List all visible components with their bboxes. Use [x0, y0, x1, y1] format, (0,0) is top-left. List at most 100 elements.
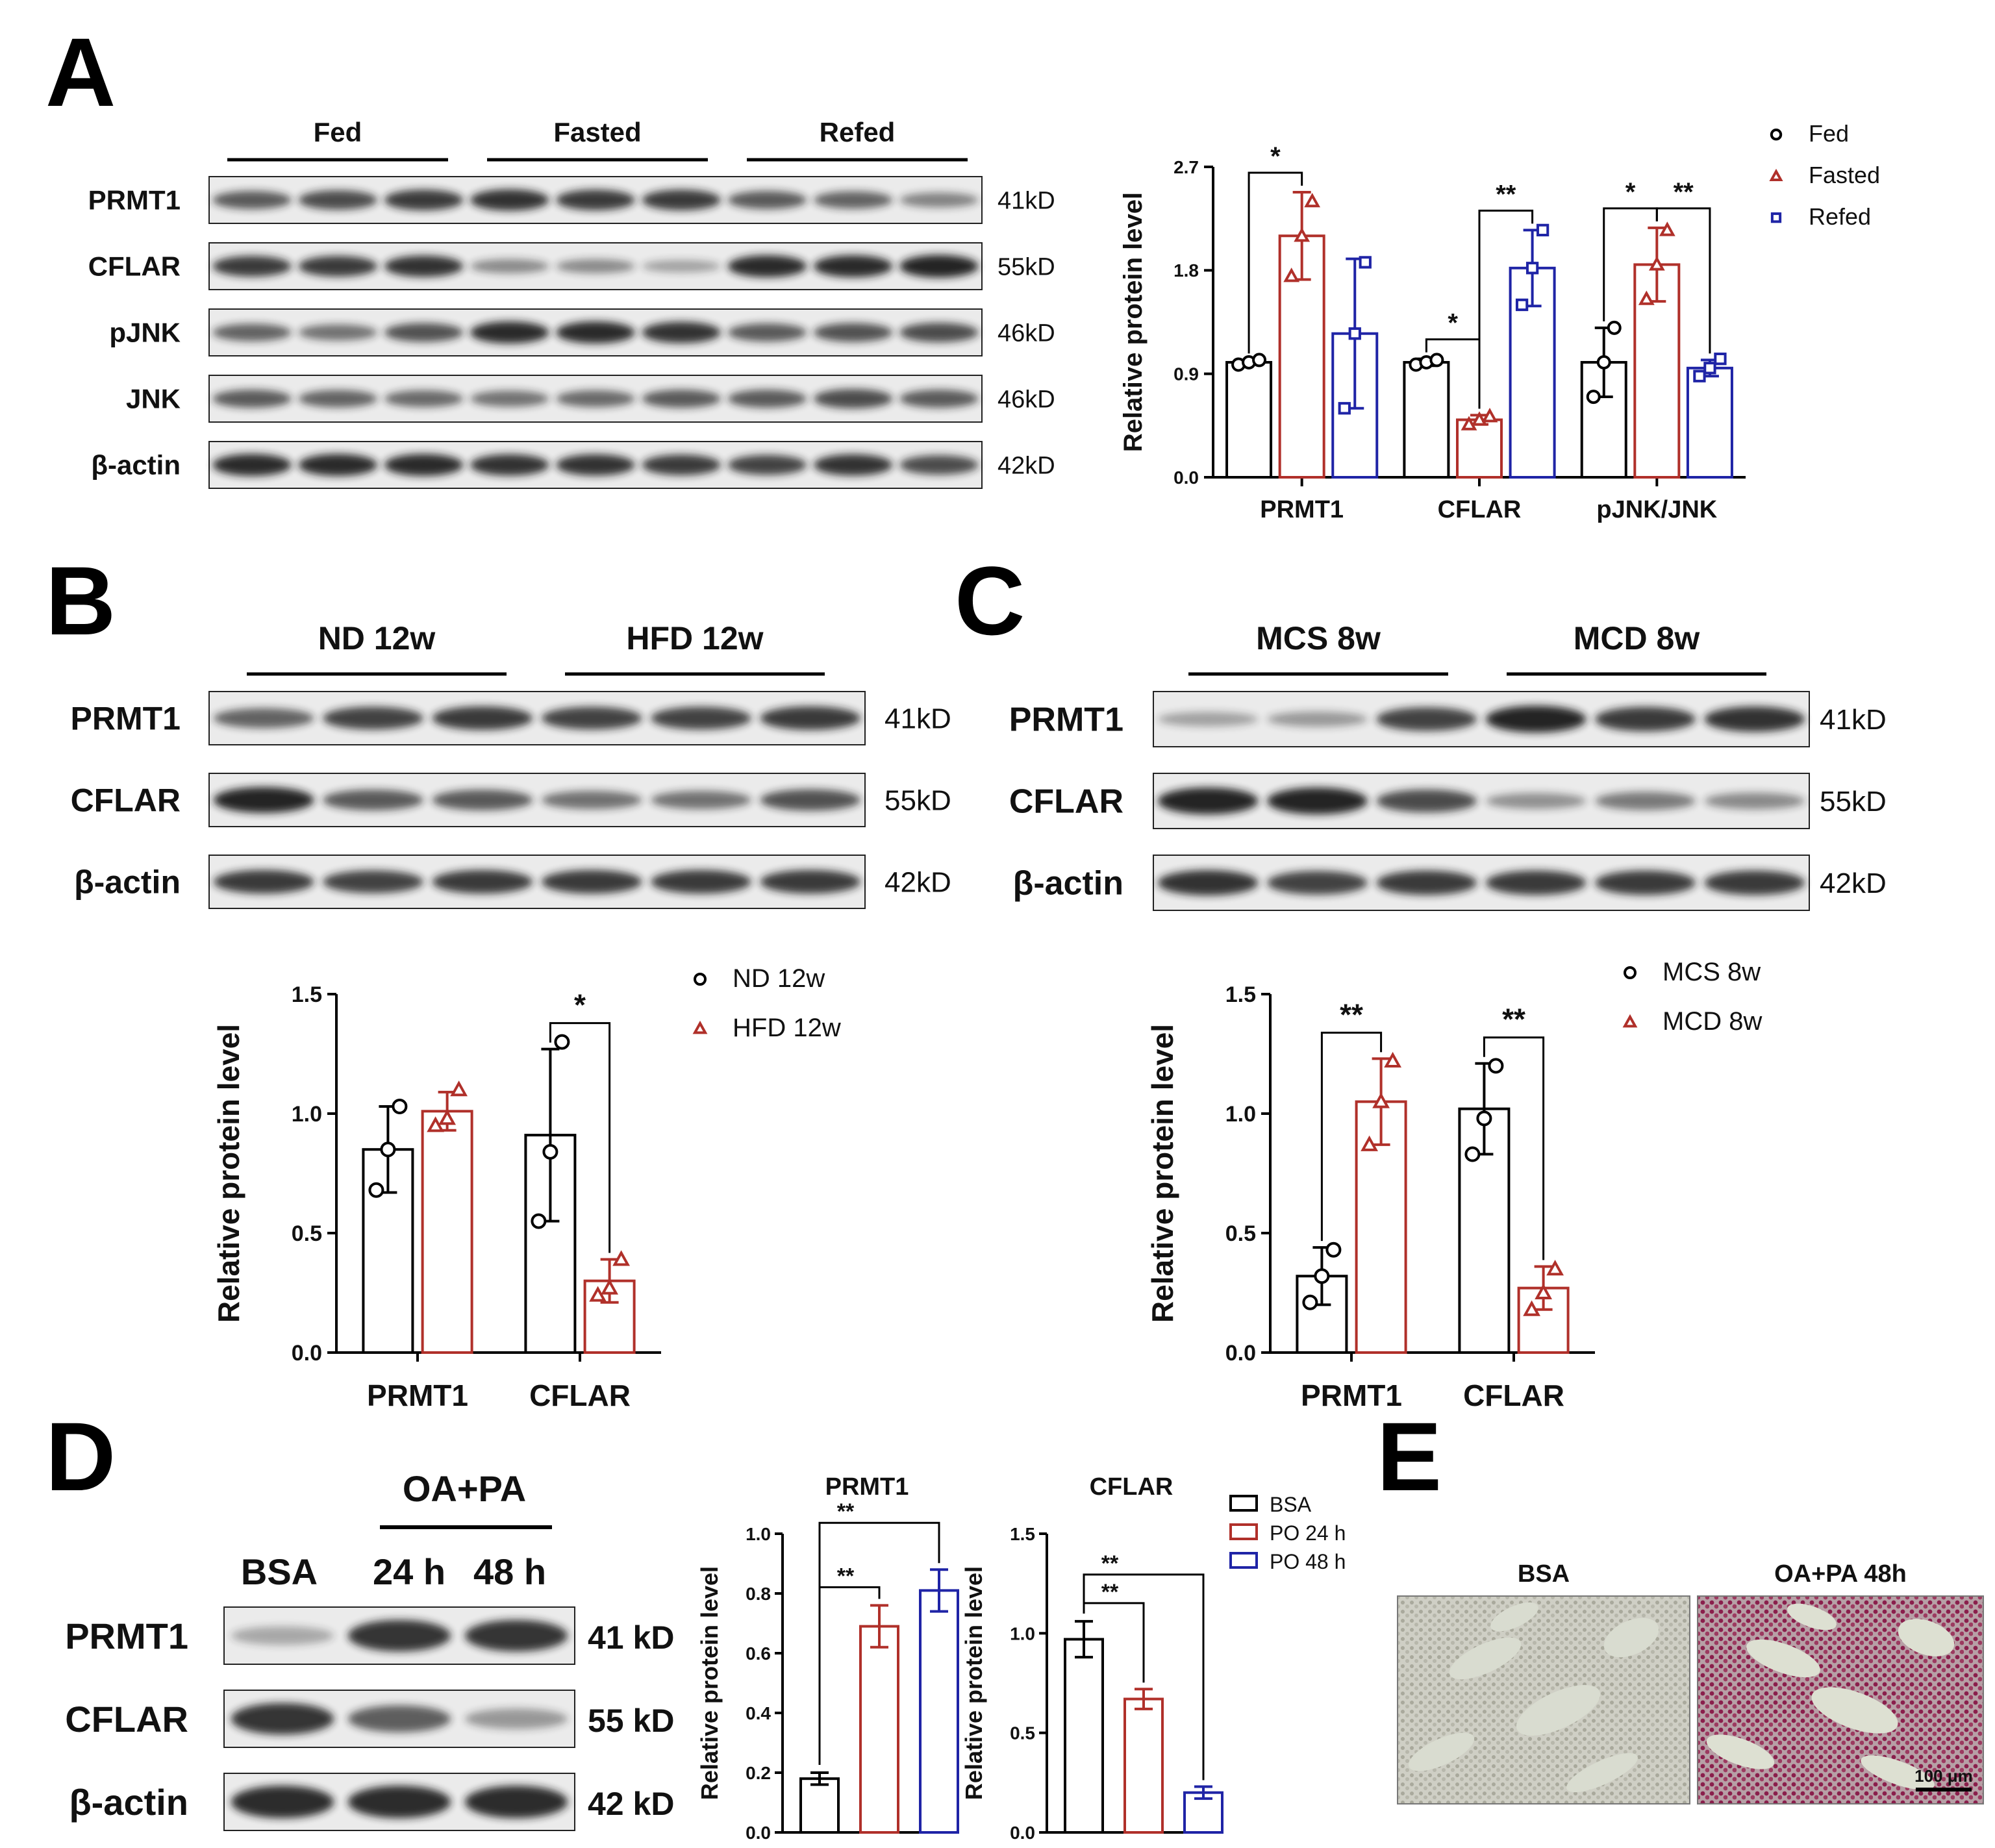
- significance-bracket: [1478, 209, 1534, 409]
- data-point: [1586, 390, 1601, 405]
- data-point: [1624, 966, 1637, 979]
- bar: [1403, 360, 1450, 479]
- blot-kd-label: 42kD: [885, 866, 951, 898]
- blot-band: [813, 191, 893, 209]
- significance-star: **: [1496, 180, 1516, 208]
- significance-bracket: [1248, 171, 1303, 354]
- blot-band: [651, 869, 751, 894]
- data-point: [1622, 1014, 1638, 1028]
- blot-band: [642, 321, 721, 343]
- x-tick-label: CFLAR: [529, 1379, 631, 1412]
- significance-star: **: [837, 1564, 855, 1588]
- blot-band: [642, 260, 721, 273]
- micrograph-gap: [1787, 1603, 1837, 1630]
- blot-band: [556, 190, 635, 210]
- blot-band: [432, 790, 533, 810]
- y-tick-label: 1.8: [1173, 260, 1199, 281]
- blot-band: [213, 787, 314, 813]
- data-point: [1488, 1058, 1504, 1074]
- panel-label-d: D: [45, 1402, 116, 1511]
- data-point: [1464, 1146, 1481, 1162]
- bar: [421, 1110, 473, 1354]
- blot-protein-label: PRMT1: [71, 701, 181, 737]
- significance-star: **: [837, 1499, 855, 1524]
- scale-bar-label: 100 μm: [1914, 1766, 1973, 1786]
- blot-protein-label: β-actin: [91, 450, 181, 481]
- blot-band: [760, 789, 861, 811]
- data-point: [694, 973, 707, 986]
- data-point: [1714, 353, 1727, 366]
- bar: [919, 1589, 959, 1834]
- blot-band: [1704, 792, 1805, 810]
- y-axis-label: Relative protein level: [696, 1566, 723, 1800]
- blot-band: [212, 256, 292, 277]
- blot-lane-label: BSA: [241, 1551, 318, 1592]
- blot-kd-label: 41 kD: [588, 1619, 674, 1656]
- blot-band: [298, 324, 378, 341]
- data-point: [1361, 1135, 1378, 1151]
- blot-band: [642, 190, 721, 210]
- y-tick-label: 1.5: [292, 982, 322, 1007]
- data-point: [1607, 320, 1622, 335]
- data-point: [1314, 1268, 1330, 1284]
- bar-chart-d-prmt1: 0.0 0.2 0.4 0.6 0.8 1.0 Relative protein level…: [696, 1473, 959, 1843]
- blot-band: [727, 191, 807, 209]
- micrograph-gap: [1516, 1685, 1601, 1736]
- blot-band: [384, 390, 464, 407]
- y-axis-label: Relative protein level: [1119, 192, 1148, 452]
- blot-band: [760, 706, 861, 730]
- blot-band: [1157, 712, 1259, 727]
- micrograph-gap: [1603, 1617, 1659, 1658]
- blot-band: [213, 708, 314, 729]
- data-point: [692, 1020, 708, 1034]
- blot-lane-label: 48 h: [473, 1551, 546, 1592]
- data-point: [601, 1279, 618, 1295]
- blot-band: [813, 454, 893, 476]
- legend-label: HFD 12w: [733, 1014, 841, 1042]
- blot-band: [1267, 711, 1368, 727]
- blot-band: [1376, 789, 1477, 813]
- blot-group-label: MCS 8w: [1256, 620, 1381, 656]
- significance-bracket: [1320, 1031, 1383, 1242]
- blot-band: [1267, 787, 1368, 815]
- data-point: [1546, 1260, 1564, 1276]
- blot-group-label: HFD 12w: [626, 620, 763, 656]
- blot-band: [384, 323, 464, 342]
- significance-star: **: [1340, 997, 1363, 1031]
- significance-star: **: [1101, 1551, 1119, 1576]
- data-point: [1648, 256, 1665, 271]
- panel-label-b: B: [45, 546, 116, 655]
- significance-star: **: [1101, 1580, 1119, 1605]
- blot-band: [470, 259, 549, 273]
- blot-band: [470, 454, 549, 476]
- y-tick-label: 0.0: [746, 1823, 771, 1843]
- y-tick-label: 0.8: [746, 1584, 771, 1604]
- blot-band: [464, 1708, 568, 1729]
- data-point: [1348, 327, 1361, 340]
- data-point: [380, 1142, 396, 1158]
- micrograph-title: BSA: [1518, 1560, 1570, 1588]
- blot-band: [298, 454, 378, 476]
- blot-band: [464, 1786, 568, 1818]
- blot-protein-label: CFLAR: [65, 1699, 188, 1740]
- data-point: [1294, 227, 1311, 242]
- data-point: [1461, 416, 1477, 431]
- significance-star: *: [1625, 178, 1636, 206]
- data-point: [1703, 362, 1716, 375]
- micrograph-gap: [1706, 1734, 1775, 1769]
- data-point: [1596, 355, 1611, 369]
- y-tick-label: 0.0: [1225, 1341, 1256, 1366]
- blot-band: [323, 706, 423, 730]
- blot-band: [1595, 706, 1696, 732]
- blot-group-label: Fed: [314, 117, 362, 147]
- bar: [1225, 360, 1273, 479]
- data-point: [1770, 129, 1783, 141]
- blot-band: [1376, 707, 1477, 731]
- data-point: [1638, 290, 1655, 305]
- blot-group-label: MCD 8w: [1574, 620, 1700, 656]
- blot-band: [470, 390, 549, 407]
- blot-band: [813, 323, 893, 342]
- x-tick-label: PRMT1: [367, 1379, 468, 1412]
- blot-band: [651, 790, 751, 810]
